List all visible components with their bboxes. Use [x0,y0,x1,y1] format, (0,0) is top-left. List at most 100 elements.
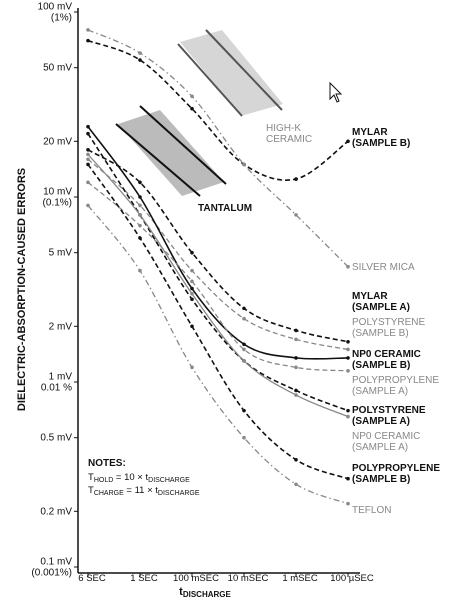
series-label: MYLAR (SAMPLE B) [352,127,410,149]
data-point [294,328,298,333]
x-tick-label: 100 mSEC [173,573,219,584]
band-arrow [139,105,227,185]
y-tick-label: 1 mV 0.01 % [41,371,72,393]
data-point [346,139,350,144]
data-point [242,408,246,413]
data-point [190,94,194,99]
annotation: TANTALUM [198,203,252,214]
data-point [294,393,298,397]
data-point [346,476,350,481]
note-line: TCHARGE = 11 × tDISCHARGE [88,485,200,497]
y-tick-label: 10 mV (0.1%) [43,186,73,208]
data-point [86,147,90,152]
x-tick-label: 10 mSEC [228,573,269,584]
data-point [190,291,194,296]
data-point [294,356,298,360]
data-point [86,152,90,157]
y-tick-label: 100 mV (1%) [38,1,73,23]
band-arrow [177,43,243,117]
data-point [86,38,90,43]
x-tick-label: 100 µSEC [330,573,374,584]
data-point [86,162,90,167]
data-point [346,414,350,419]
data-point [242,342,246,347]
note-part: CHARGE [94,490,124,497]
mouse-cursor [329,81,343,103]
note-part: T [88,472,94,483]
series-label: NP0 CERAMIC (SAMPLE B) [352,349,421,371]
data-point [190,286,194,291]
note-part: = 11 × t [124,485,159,496]
data-point [242,359,246,363]
data-point [138,58,142,62]
data-point [86,131,90,136]
data-point [138,236,142,240]
data-point [86,157,90,162]
data-point [346,347,350,352]
data-point [190,324,194,329]
series-line [87,153,349,418]
x-tick-label: 6 SEC [78,573,106,584]
y-tick-label: 20 mV [43,136,72,147]
data-point [294,388,298,393]
series-line [87,181,349,372]
data-point [190,268,194,273]
series-label: POLYPROPYLENE (SAMPLE A) [352,375,439,397]
y-tick-label: 2 mV [49,321,73,332]
band-arrow [115,123,201,197]
data-point [294,213,298,217]
data-point [138,268,142,273]
note-part: = 10 × t [113,472,148,483]
data-point [86,124,90,129]
y-axis-label: DIELECTRIC-ABSORPTION-CAUSED ERRORS [16,168,28,411]
data-point [138,223,142,228]
data-point [86,28,90,32]
series-label: POLYPROPYLENE (SAMPLE B) [352,463,440,485]
data-point [190,106,194,111]
data-point [138,203,142,208]
note-part: DISCHARGE [158,490,200,497]
y-tick-label: 0.1 mV (0.001%) [31,556,72,578]
data-point [242,316,246,321]
x-axis-label-part: t [179,586,183,598]
note-part: T [88,485,94,496]
data-point [138,213,142,217]
high-k-band [180,30,283,116]
series-label: POLYSTYRENE (SAMPLE A) [352,405,426,427]
data-point [346,368,350,373]
notes-box [84,452,234,500]
series-line [87,126,349,360]
x-axis-label-part: DISCHARGE [183,590,232,599]
series-label: SILVER MICA [352,262,415,273]
data-point [242,347,246,352]
note-line: THOLD = 10 × tDISCHARGE [88,472,190,484]
data-point [86,180,90,185]
series-label: NP0 CERAMIC (SAMPLE A) [352,431,420,453]
tantalum-band [118,110,224,196]
band-arrow [205,29,283,111]
data-point [294,337,298,342]
y-tick-label: 0.2 mV [40,506,72,517]
note-part: HOLD [94,477,113,484]
data-point [294,177,298,181]
y-tick-label: 0.5 mV [40,432,72,443]
data-point [294,365,298,370]
data-point [138,180,142,185]
x-tick-label: 1 SEC [130,573,158,584]
annotation: HIGH-K CERAMIC [266,123,312,145]
data-point [346,339,350,344]
data-point [86,203,90,208]
note-part: DISCHARGE [148,477,190,484]
y-tick-label: 5 mV [49,247,73,258]
data-point [190,279,194,284]
series-label: MYLAR (SAMPLE A) [352,291,410,313]
data-point [346,501,350,506]
y-tick-label: 50 mV [43,62,72,73]
data-point [346,408,350,413]
data-point [242,435,246,440]
data-point [190,365,194,370]
x-tick-label: 1 mSEC [282,573,318,584]
x-axis-label: tDISCHARGE [179,586,231,599]
series-label: POLYSTYRENE (SAMPLE B) [352,317,425,339]
